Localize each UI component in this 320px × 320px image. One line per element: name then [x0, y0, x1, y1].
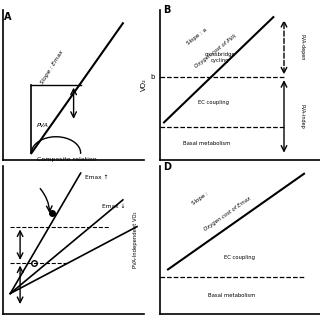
Text: EC coupling: EC coupling: [225, 255, 255, 260]
Text: Emax ↓: Emax ↓: [102, 204, 125, 209]
Text: EC coupling: EC coupling: [198, 100, 229, 105]
Text: D: D: [163, 162, 171, 172]
Text: Slope : Emax: Slope : Emax: [40, 49, 65, 85]
Text: b: b: [150, 74, 155, 80]
Text: PVA: PVA: [219, 171, 234, 180]
Text: PVA-Independent VO₂: PVA-Independent VO₂: [133, 212, 139, 268]
Text: Composite relation: Composite relation: [37, 157, 96, 162]
Text: crossbridge
cycling: crossbridge cycling: [204, 52, 236, 63]
Text: Basal metabolism: Basal metabolism: [183, 141, 230, 146]
Text: A: A: [4, 12, 12, 22]
Text: VO₂: VO₂: [141, 78, 147, 91]
Text: PVA-depen: PVA-depen: [300, 34, 305, 60]
Text: PVA: PVA: [37, 123, 49, 128]
Text: Volume: Volume: [60, 169, 88, 178]
Text: Basal metabolism: Basal metabolism: [208, 293, 256, 299]
Text: PVA-indep: PVA-indep: [300, 104, 305, 129]
Text: Oxygen cost of PVA: Oxygen cost of PVA: [194, 34, 238, 69]
Text: Oxygen cost of Emax: Oxygen cost of Emax: [203, 196, 252, 232]
Text: B: B: [163, 5, 170, 15]
Text: Emax ↑: Emax ↑: [85, 175, 108, 180]
Text: Slope :: Slope :: [191, 191, 209, 206]
Text: Slope : a: Slope : a: [186, 27, 208, 46]
